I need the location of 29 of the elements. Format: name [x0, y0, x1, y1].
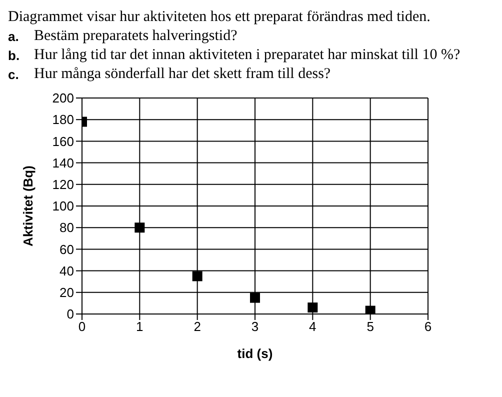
y-tick-label: 20: [60, 285, 74, 300]
x-tick-label: 5: [366, 319, 374, 334]
text: a. Bestäm preparatets halveringstid?: [8, 27, 238, 46]
point: [192, 271, 202, 282]
point: [308, 302, 318, 313]
point: [134, 222, 145, 233]
x-axis-title: tid (s): [237, 346, 273, 361]
y-tick-label: 100: [52, 198, 74, 214]
x-tick-label: 1: [136, 319, 144, 334]
x-tick-label: 2: [194, 319, 201, 334]
y-tick-label: 160: [52, 134, 74, 149]
y-tick-label: 80: [60, 220, 74, 236]
y-axis-title: Aktivitet (Bq): [20, 166, 36, 246]
y-tick-label: 140: [52, 155, 74, 170]
y-tick-label: 200: [52, 90, 74, 106]
chart-title: Diagrammet visar hur aktiviteten hos ett preparat förändras med tiden.: [8, 8, 432, 27]
text: b. Hur lång tid tar det innan aktiviteten i preparatet har minskat till 10 %?: [8, 46, 460, 65]
text: c. Hur många sönderfall har det skett fram till dess?: [8, 65, 331, 84]
y-tick-label: 40: [60, 263, 74, 278]
y-tick-label: 120: [52, 177, 74, 192]
point: [250, 292, 260, 303]
x-tick-label: 4: [309, 319, 316, 334]
point: [365, 306, 376, 314]
x-tick-label: 0: [78, 319, 86, 334]
x-tick-label: 3: [251, 319, 259, 334]
y-tick-label: 60: [60, 242, 74, 257]
y-tick-label: 0: [66, 306, 74, 322]
x-tick-label: 6: [424, 319, 432, 334]
y-tick-label: 180: [52, 112, 74, 128]
